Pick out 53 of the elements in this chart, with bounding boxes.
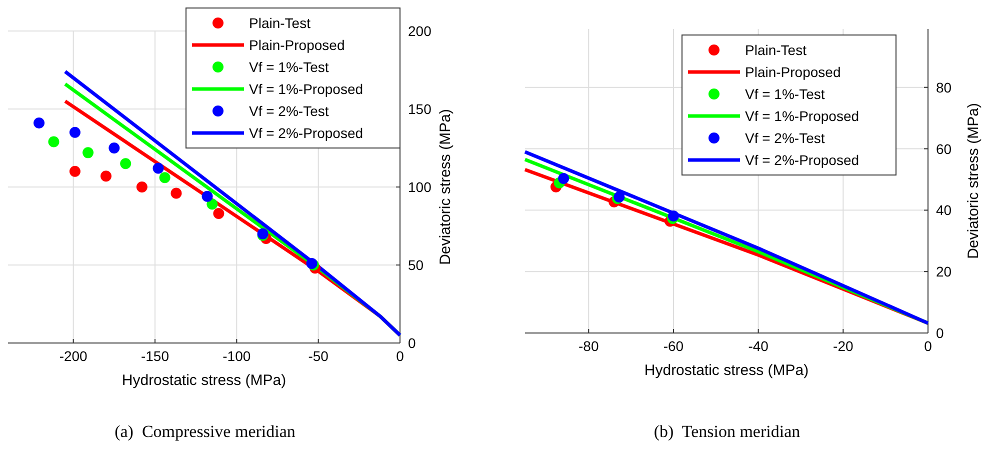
- y-tick-label: 200: [408, 23, 432, 39]
- legend-label: Vf = 2%-Proposed: [745, 152, 860, 168]
- legend-label: Vf = 2%-Proposed: [249, 125, 364, 141]
- x-tick-label: -60: [663, 338, 684, 354]
- point: [108, 142, 120, 154]
- text: (a) Compressive meridian: [114, 422, 296, 441]
- x-tick-label: -80: [578, 338, 599, 354]
- legend-label: Plain-Proposed: [745, 64, 841, 80]
- legend-label: Vf = 1%-Test: [249, 59, 329, 75]
- y-tick-label: 0: [936, 325, 944, 341]
- x-tick-label: 0: [924, 338, 932, 354]
- y-tick-label: 60: [936, 140, 952, 157]
- text: (b) Tension meridian: [654, 422, 801, 441]
- point: [69, 126, 80, 138]
- point: [100, 170, 112, 182]
- x-axis-title: Hydrostatic stress (MPa): [644, 362, 809, 379]
- legend-label: Vf = 2%-Test: [249, 103, 329, 119]
- point: [152, 162, 164, 174]
- x-tick-label: -40: [748, 338, 769, 354]
- x-tick-label: -150: [140, 348, 170, 364]
- legend-label: Vf = 1%-Test: [745, 86, 825, 102]
- y-tick-label: 50: [408, 257, 424, 273]
- y-tick-label: 40: [936, 202, 952, 218]
- legend-label: Vf = 1%-Proposed: [249, 81, 364, 97]
- point: [170, 188, 182, 199]
- point: [202, 190, 213, 202]
- legend-label: Plain-Test: [745, 42, 807, 58]
- legend-label: Vf = 2%-Test: [745, 130, 825, 146]
- point: [159, 172, 170, 184]
- y-axis-title: Deviatoric stress (MPa): [437, 109, 454, 265]
- y-axis-title: Deviatoric stress (MPa): [965, 103, 982, 259]
- x-tick-label: -200: [59, 348, 88, 364]
- y-tick-label: 20: [936, 264, 952, 280]
- point: [213, 208, 224, 220]
- legend-label: Vf = 1%-Proposed: [745, 108, 860, 124]
- x-tick-label: -20: [833, 338, 854, 354]
- legend-label: Plain-Proposed: [249, 37, 345, 53]
- point: [48, 136, 60, 148]
- legend-label: Plain-Test: [249, 15, 311, 31]
- point: [69, 166, 80, 177]
- y-tick-label: 80: [936, 79, 952, 96]
- point: [206, 198, 218, 210]
- point: [120, 158, 132, 170]
- x-tick-label: -100: [222, 348, 251, 364]
- y-tick-label: 150: [408, 101, 432, 117]
- y-tick-label: 100: [408, 179, 432, 195]
- point: [34, 118, 45, 129]
- point: [136, 182, 148, 192]
- x-tick-label: 0: [396, 348, 404, 364]
- x-tick-label: -50: [308, 348, 329, 364]
- x-axis-title: Hydrostatic stress (MPa): [122, 372, 286, 389]
- point: [82, 147, 94, 158]
- point: [558, 173, 570, 184]
